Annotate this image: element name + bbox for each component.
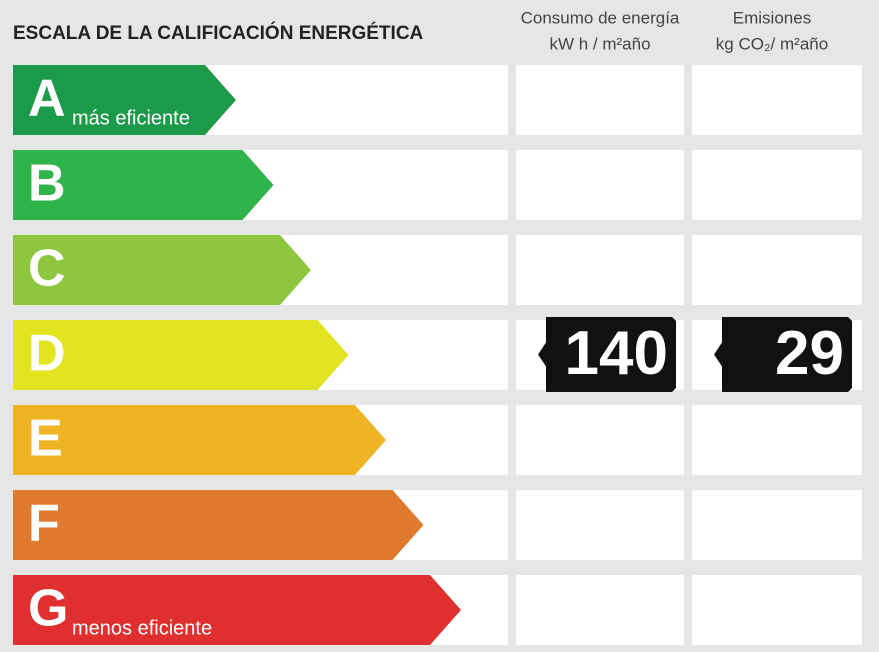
column-unit: kW h / m²año	[549, 34, 650, 53]
value-cell	[692, 490, 862, 560]
value-label: 140	[565, 319, 668, 388]
value-cell	[516, 65, 684, 135]
rating-arrow	[13, 65, 236, 135]
rating-letter: D	[28, 325, 66, 383]
value-tag	[714, 317, 852, 392]
rating-arrow	[13, 405, 386, 475]
rating-arrow	[13, 235, 311, 305]
rating-letter: C	[28, 240, 66, 298]
column-label: Consumo de energía	[521, 8, 680, 27]
rating-note: más eficiente	[72, 107, 190, 129]
value-tag	[538, 317, 676, 392]
value-cell	[692, 235, 862, 305]
column-label: Emisiones	[733, 8, 811, 27]
value-cell	[516, 150, 684, 220]
value-cell	[516, 490, 684, 560]
title: ESCALA DE LA CALIFICACIÓN ENERGÉTICA	[13, 22, 424, 44]
rating-letter: E	[28, 410, 63, 468]
rating-arrow	[13, 150, 274, 220]
value-label: 29	[775, 319, 844, 388]
value-cell	[692, 65, 862, 135]
rating-letter: G	[28, 580, 68, 638]
rating-letter: A	[28, 70, 66, 128]
rating-arrow	[13, 490, 424, 560]
value-cell	[516, 235, 684, 305]
rating-letter: F	[28, 495, 60, 553]
value-cell	[692, 405, 862, 475]
value-cell	[516, 575, 684, 645]
rating-letter: B	[28, 155, 66, 213]
value-cell	[516, 405, 684, 475]
rating-arrow	[13, 575, 461, 645]
value-cell	[692, 150, 862, 220]
value-cell	[692, 575, 862, 645]
rating-note: menos eficiente	[72, 617, 212, 639]
column-unit: kg CO₂/ m²año	[716, 34, 828, 53]
rating-arrow	[13, 320, 349, 390]
